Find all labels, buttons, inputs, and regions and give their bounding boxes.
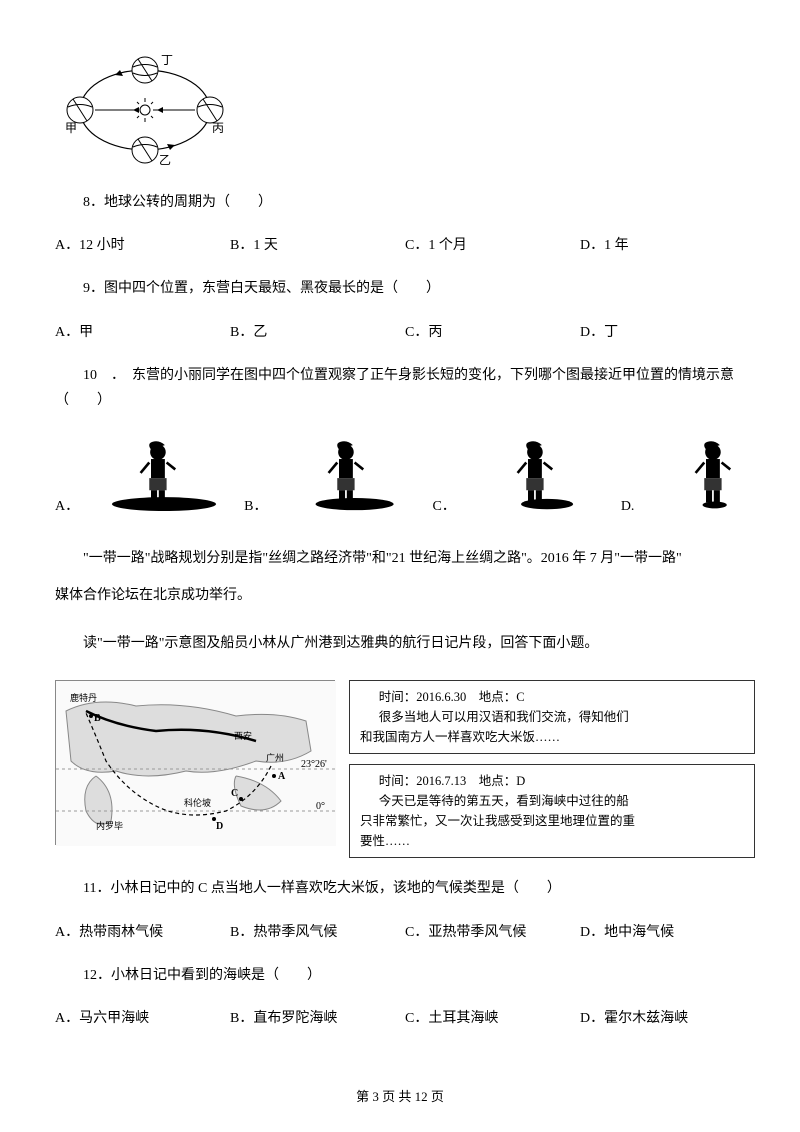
- q12-option-d: D．霍尔木兹海峡: [580, 1006, 755, 1031]
- diary2-body3: 要性……: [360, 831, 744, 851]
- q10-option-a: A．: [55, 494, 79, 519]
- passage1-line1: "一带一路"战略规划分别是指"丝绸之路经济带"和"21 世纪海上丝绸之路"。20…: [83, 551, 682, 566]
- orbit-diagram: 丁 甲 丙 乙: [65, 50, 225, 170]
- orbit-label-top: 丁: [161, 53, 173, 67]
- question-11-options: A．热带雨林气候 B．热带季风气候 C．亚热带季风气候 D．地中海气候: [55, 920, 755, 945]
- q9-option-a: A．甲: [55, 320, 230, 345]
- diary2-body2: 只非常繁忙，又一次让我感受到这里地理位置的重: [360, 811, 744, 831]
- question-11-text: 11．小林日记中的 C 点当地人一样喜欢吃大米饭，该地的气候类型是（ ）: [55, 876, 755, 901]
- q11-option-c: C．亚热带季风气候: [405, 920, 580, 945]
- orbit-globe-bottom: 乙: [132, 137, 171, 167]
- diary-boxes: 时间：2016.6.30 地点：C 很多当地人可以用汉语和我们交流，得知他们 和…: [349, 680, 755, 858]
- question-8-text: 8．地球公转的周期为（ ）: [55, 190, 755, 215]
- shadow-figures-row: A． B． C．: [55, 433, 755, 523]
- shadow-figure-b: [287, 433, 417, 523]
- q11-option-d: D．地中海气候: [580, 920, 755, 945]
- diary1-body2: 和我国南方人一样喜欢吃大米饭……: [360, 727, 744, 747]
- question-12-text: 12．小林日记中看到的海峡是（ ）: [55, 963, 755, 988]
- map-diary-row: 23°26' 0° 鹿特丹 西安 广州 内罗毕 科伦坡 A B C D 时间：2…: [55, 680, 755, 858]
- q12-option-a: A．马六甲海峡: [55, 1006, 230, 1031]
- map-marker-c: C: [231, 788, 238, 799]
- q11-option-b: B．热带季风气候: [230, 920, 405, 945]
- map-lat-23: 23°26': [301, 759, 327, 770]
- map-nairobi: 内罗毕: [96, 820, 123, 831]
- question-12-options: A．马六甲海峡 B．直布罗陀海峡 C．土耳其海峡 D．霍尔木兹海峡: [55, 1006, 755, 1031]
- q10-option-c: C．: [432, 494, 455, 519]
- map-marker-b: B: [94, 713, 101, 724]
- map-colombo: 科伦坡: [184, 797, 211, 808]
- question-10-text: 10 ． 东营的小丽同学在图中四个位置观察了正午身影长短的变化，下列哪个图最接近…: [55, 363, 755, 413]
- passage-belt-road: "一带一路"战略规划分别是指"丝绸之路经济带"和"21 世纪海上丝绸之路"。20…: [55, 545, 755, 573]
- q8-option-c: C．1 个月: [405, 233, 580, 258]
- question-8-options: A．12 小时 B．1 天 C．1 个月 D．1 年: [55, 233, 755, 258]
- question-9-options: A．甲 B．乙 C．丙 D．丁: [55, 320, 755, 345]
- diary-entry-1: 时间：2016.6.30 地点：C 很多当地人可以用汉语和我们交流，得知他们 和…: [349, 680, 755, 754]
- orbit-label-left: 甲: [65, 121, 77, 135]
- q9-option-b: B．乙: [230, 320, 405, 345]
- map-rotterdam: 鹿特丹: [70, 692, 97, 703]
- q10-option-d: D.: [621, 494, 635, 519]
- orbit-globe-right: 丙: [157, 97, 224, 135]
- passage1-line2: 媒体合作论坛在北京成功举行。: [55, 583, 755, 608]
- q8-option-a: A．12 小时: [55, 233, 230, 258]
- shadow-figure-d: [654, 433, 784, 523]
- passage-instruction: 读"一带一路"示意图及船员小林从广州港到达雅典的航行日记片段，回答下面小题。: [55, 630, 755, 658]
- map-marker-a: A: [278, 771, 286, 782]
- map-lat-0: 0°: [316, 801, 325, 812]
- q8-option-b: B．1 天: [230, 233, 405, 258]
- belt-road-map: 23°26' 0° 鹿特丹 西安 广州 内罗毕 科伦坡 A B C D: [55, 680, 335, 845]
- question-9-text: 9．图中四个位置，东营白天最短、黑夜最长的是（ ）: [55, 276, 755, 301]
- diary2-header: 时间：2016.7.13 地点：D: [360, 771, 744, 791]
- q9-option-c: C．丙: [405, 320, 580, 345]
- orbit-globe-left: 甲: [65, 97, 133, 135]
- diary1-body1: 很多当地人可以用汉语和我们交流，得知他们: [360, 707, 744, 727]
- orbit-label-right: 丙: [212, 121, 224, 135]
- orbit-label-bottom: 乙: [159, 153, 171, 167]
- map-guangzhou: 广州: [266, 752, 284, 763]
- q10-option-b: B．: [244, 494, 267, 519]
- shadow-figure-a: [99, 433, 229, 523]
- q12-option-c: C．土耳其海峡: [405, 1006, 580, 1031]
- map-xian: 西安: [234, 730, 252, 741]
- q8-option-d: D．1 年: [580, 233, 755, 258]
- diary2-body1: 今天已是等待的第五天，看到海峡中过往的船: [360, 791, 744, 811]
- q9-option-d: D．丁: [580, 320, 755, 345]
- diary-entry-2: 时间：2016.7.13 地点：D 今天已是等待的第五天，看到海峡中过往的船 只…: [349, 764, 755, 858]
- shadow-figure-c: [476, 433, 606, 523]
- map-marker-d: D: [216, 821, 223, 832]
- orbit-globe-top: 丁: [132, 53, 173, 83]
- diary1-header: 时间：2016.6.30 地点：C: [360, 687, 744, 707]
- page-footer: 第 3 页 共 12 页: [0, 1085, 800, 1108]
- q11-option-a: A．热带雨林气候: [55, 920, 230, 945]
- q12-option-b: B．直布罗陀海峡: [230, 1006, 405, 1031]
